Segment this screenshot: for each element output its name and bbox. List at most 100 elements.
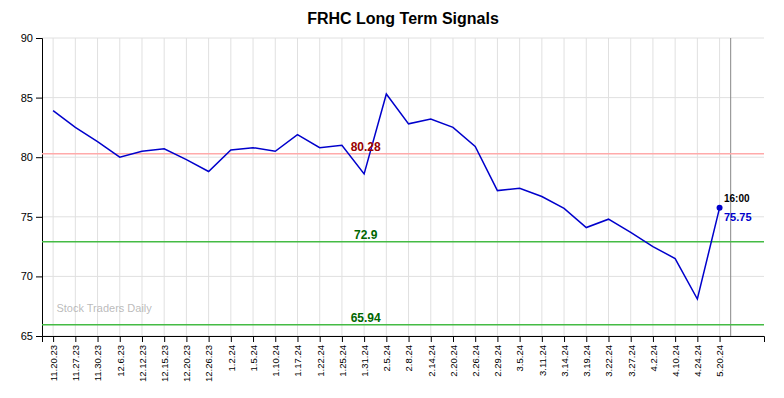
- tick-label: 85: [21, 92, 33, 104]
- tick: 12.12.23: [137, 336, 148, 382]
- plot: 65707580859011.20.2311.27.2311.30.2312.6…: [21, 32, 765, 382]
- tick: 11.20.23: [48, 336, 59, 381]
- tick: 2.8.24: [403, 336, 414, 371]
- tick-mark: [342, 336, 343, 342]
- tick-label: 80: [21, 151, 33, 163]
- tick-mark: [675, 336, 676, 342]
- tick-label: 11.20.23: [48, 345, 59, 381]
- tick: 85: [21, 92, 42, 104]
- grid-line: [42, 38, 764, 39]
- tick-mark: [297, 336, 298, 342]
- grid-line: [519, 38, 520, 336]
- tick: 90: [21, 32, 42, 44]
- tick-mark: [36, 276, 42, 277]
- grid-line: [608, 38, 609, 336]
- tick-mark: [475, 336, 476, 342]
- grid-line: [42, 216, 764, 217]
- reference-line: [42, 324, 764, 326]
- tick: 65: [21, 330, 42, 342]
- tick-mark: [586, 336, 587, 342]
- tick-mark: [720, 336, 721, 342]
- grid-line: [53, 38, 54, 336]
- grid-line: [297, 38, 298, 336]
- tick-label: 1.22.24: [315, 345, 326, 377]
- watermark: Stock Traders Daily: [56, 302, 152, 314]
- tick-mark: [98, 336, 99, 342]
- price-line: [53, 94, 719, 299]
- tick: 3.14.24: [559, 336, 570, 377]
- grid-line: [586, 38, 587, 336]
- last-time-label: 16:00: [724, 193, 750, 204]
- tick: 1.17.24: [292, 336, 303, 377]
- reference-label: 65.94: [351, 311, 381, 325]
- tick-mark: [653, 336, 654, 342]
- tick-label: 1.17.24: [292, 345, 303, 377]
- tick: 2.20.24: [448, 336, 459, 377]
- tick-label: 2.5.24: [381, 345, 392, 371]
- tick-mark: [231, 336, 232, 342]
- tick-label: 2.14.24: [426, 345, 437, 377]
- grid-line: [97, 38, 98, 336]
- grid-line: [408, 38, 409, 336]
- tick-mark: [497, 336, 498, 342]
- tick-label: 12.15.23: [159, 345, 170, 382]
- grid-line: [319, 38, 320, 336]
- tick-mark: [275, 336, 276, 342]
- data-end-line: [730, 38, 731, 336]
- reference-label: 80.28: [351, 140, 381, 154]
- tick-mark: [253, 336, 254, 342]
- tick-label: 4.2.24: [648, 345, 659, 371]
- tick-mark: [608, 336, 609, 342]
- last-price-label: 75.75: [724, 211, 752, 223]
- x-axis: 11.20.2311.27.2311.30.2312.6.2312.12.231…: [43, 336, 765, 382]
- tick: 12.15.23: [159, 336, 170, 382]
- tick-mark: [431, 336, 432, 342]
- grid-line: [42, 97, 764, 98]
- tick: 2.29.24: [492, 336, 503, 377]
- grid-line: [119, 38, 120, 336]
- tick: 80: [21, 151, 42, 163]
- tick-label: 12.12.23: [137, 345, 148, 382]
- tick-mark: [36, 217, 42, 218]
- tick: 2.5.24: [381, 336, 392, 371]
- tick-label: 2.20.24: [448, 345, 459, 377]
- tick: 3.27.24: [626, 336, 637, 377]
- tick: 1.31.24: [359, 336, 370, 377]
- tick: 11.27.23: [70, 336, 81, 381]
- annotations: 80.28 72.9 65.94 16:00 75.75 Stock Traders Da…: [56, 140, 751, 325]
- tick-mark: [631, 336, 632, 342]
- grid-line: [652, 38, 653, 336]
- tick-label: 3.19.24: [581, 345, 592, 377]
- tick: 3.19.24: [581, 336, 592, 377]
- tick-label: 1.10.24: [270, 345, 281, 377]
- tick-mark: [53, 336, 54, 342]
- grid-line: [564, 38, 565, 336]
- chart: 65707580859011.20.2311.27.2311.30.2312.6…: [0, 0, 784, 398]
- reference-line: [42, 241, 764, 243]
- tick-label: 12.20.23: [181, 345, 192, 382]
- grid-line: [630, 38, 631, 336]
- tick-mark: [36, 38, 42, 39]
- tick-label: 5.20.24: [714, 345, 725, 377]
- tick: 1.22.24: [315, 336, 326, 377]
- axis-line: [43, 337, 765, 343]
- tick-label: 2.29.24: [492, 345, 503, 377]
- tick: 4.10.24: [670, 336, 681, 377]
- grid-line: [75, 38, 76, 336]
- marks: [42, 38, 764, 336]
- reference-label: 72.9: [354, 228, 378, 242]
- tick-label: 65: [21, 330, 33, 342]
- tick-mark: [320, 336, 321, 342]
- tick-mark: [364, 336, 365, 342]
- tick: 4.24.24: [692, 336, 703, 377]
- tick-label: 3.22.24: [603, 345, 614, 377]
- tick: 2.26.24: [470, 336, 481, 377]
- grid-line: [697, 38, 698, 336]
- tick-label: 11.27.23: [70, 345, 81, 381]
- grid-line: [42, 157, 764, 158]
- grid-line: [253, 38, 254, 336]
- grid-line: [164, 38, 165, 336]
- tick: 4.2.24: [648, 336, 659, 371]
- tick: 75: [21, 211, 42, 223]
- tick-mark: [409, 336, 410, 342]
